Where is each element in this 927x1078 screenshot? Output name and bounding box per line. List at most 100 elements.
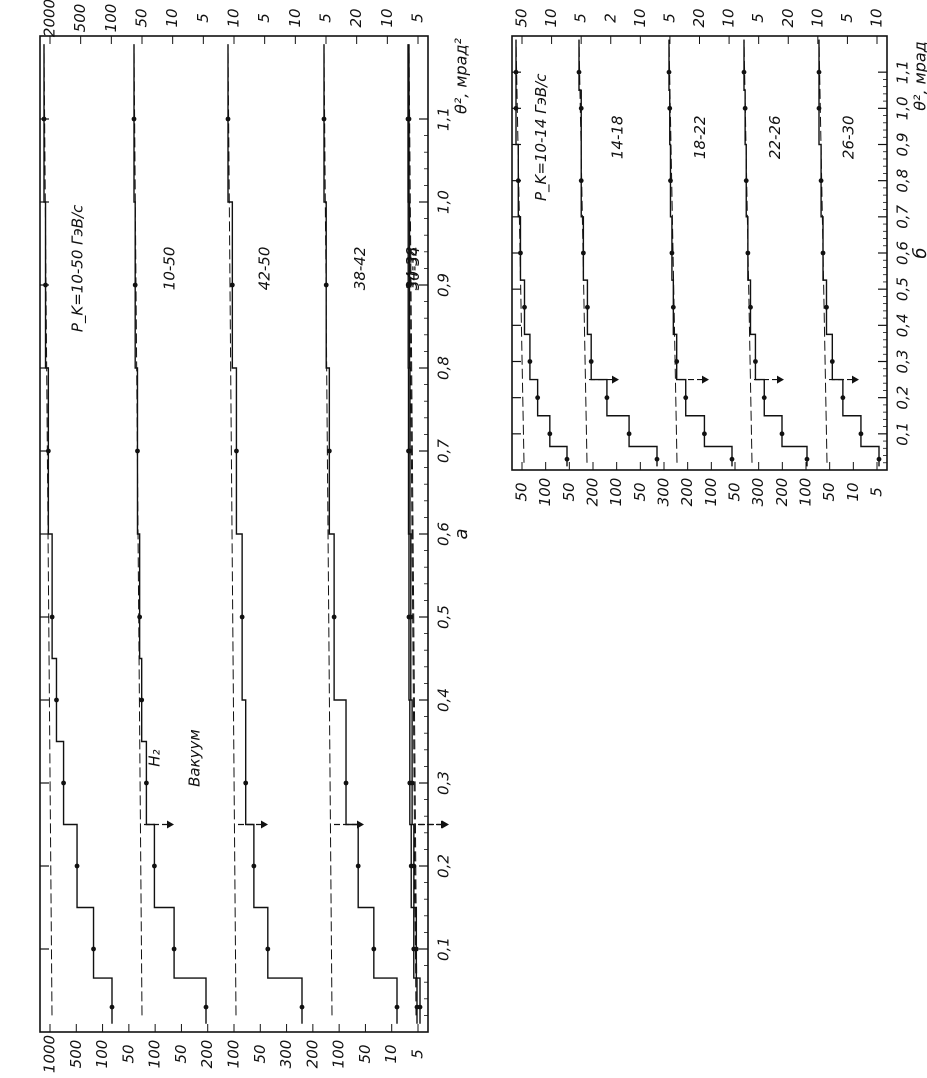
x-tick-label: 1,1 <box>894 60 912 84</box>
y-tick-label: 50 <box>820 482 838 501</box>
y-tick-label: 100 <box>797 478 815 507</box>
data-point <box>132 282 138 288</box>
y-tick-label: 10 <box>163 8 181 27</box>
series-0: P_K=10-50 ГэВ/с <box>41 44 115 1024</box>
data-point <box>137 614 143 620</box>
data-point <box>394 1004 400 1010</box>
data-point <box>527 359 533 364</box>
x-tick-label: 0,7 <box>894 204 912 228</box>
y-tick-label: 5 <box>255 13 273 23</box>
y-tick-label: 300 <box>277 1040 295 1069</box>
y-tick-label: 50 <box>172 1044 190 1063</box>
panel-a: 0,1 0,2 0,3 0,4 0,5 0,6 0,7 0,8 0,9 1,0 1,1θ², мра… <box>39 0 472 1073</box>
y-tick-label: 500 <box>71 4 89 33</box>
data-point <box>840 395 846 401</box>
background-fit-line <box>743 39 753 463</box>
panel-label: а <box>451 528 472 539</box>
data-point <box>513 69 519 75</box>
y-tick-label: 50 <box>726 482 744 501</box>
y-tick-label: 50 <box>560 482 578 501</box>
label-vacuum: Вакуум <box>186 729 204 787</box>
y-tick-label: 100 <box>102 4 120 33</box>
series-label: 30-34 <box>405 247 423 291</box>
y-tick-label: 10 <box>225 8 243 27</box>
arrow-head <box>261 820 268 829</box>
series-2: 42-50 <box>225 44 305 1024</box>
y-tick-label: 5 <box>194 13 212 23</box>
data-point <box>518 250 523 256</box>
data-point <box>666 69 672 75</box>
y-tick-label: 10 <box>286 8 304 27</box>
series-1: 10-50 <box>131 44 209 1024</box>
y-tick-label: 20 <box>347 8 365 27</box>
y-tick-label: 100 <box>225 1040 243 1069</box>
arrow-head <box>167 820 174 829</box>
data-point <box>109 1004 115 1010</box>
data-point <box>626 431 632 437</box>
series-5: 30-34 <box>405 44 449 1024</box>
y-tick-label: 10 <box>720 8 738 27</box>
data-point <box>702 431 707 437</box>
data-point <box>669 250 675 256</box>
histogram-step <box>133 44 207 1024</box>
x-tick-label: 1,0 <box>894 96 912 120</box>
data-point <box>588 359 594 364</box>
data-point <box>355 863 361 869</box>
background-fit-line <box>818 39 828 463</box>
y-tick-label: 50 <box>513 8 531 27</box>
data-point <box>243 780 249 786</box>
y-tick-label: 200 <box>198 1040 216 1069</box>
data-point <box>407 448 413 454</box>
y-tick-label: 100 <box>702 478 720 507</box>
plot-frame <box>511 35 888 471</box>
y-tick-label: 100 <box>146 1040 164 1069</box>
x-tick-label: 0,2 <box>435 854 453 878</box>
background-fit-line <box>407 44 417 1016</box>
y-tick-label: 100 <box>536 478 554 507</box>
y-tick-label: 200 <box>773 478 791 507</box>
y-tick-label: 5 <box>317 13 335 23</box>
series-1: 14-18 <box>576 39 660 467</box>
x-axis-ticks: 0,1 0,2 0,3 0,4 0,5 0,6 0,7 0,8 0,9 1,0 1,1 <box>40 107 453 1016</box>
data-point <box>818 178 824 184</box>
data-point <box>408 614 414 620</box>
data-point <box>74 863 80 869</box>
y-tick-label: 50 <box>251 1044 269 1063</box>
data-point <box>578 105 584 111</box>
histogram-step <box>515 39 568 467</box>
series-3: 22-26 <box>741 39 810 467</box>
data-point <box>411 863 417 869</box>
data-point <box>406 116 412 122</box>
arrow-head <box>442 820 449 829</box>
data-point <box>761 395 767 401</box>
arrow-head <box>777 375 784 384</box>
data-point <box>729 456 735 462</box>
data-point <box>299 1004 305 1010</box>
data-point <box>858 431 864 437</box>
y-tick-label: 10 <box>808 8 826 27</box>
data-point <box>564 456 570 462</box>
data-point <box>371 946 377 952</box>
x-tick-label: 0,3 <box>894 350 912 374</box>
data-point <box>143 780 149 786</box>
top-tick-labels: 2000 500 100 50 10 5 10 5 10 5 20 10 5 <box>41 0 427 44</box>
data-point <box>45 448 51 454</box>
y-tick-label: 5 <box>838 13 856 23</box>
data-point <box>535 395 541 401</box>
x-tick-label: 0,8 <box>894 169 912 193</box>
data-point <box>171 946 177 952</box>
y-tick-label: 10 <box>378 8 396 27</box>
x-tick-label: 0,8 <box>435 356 453 380</box>
y-tick-label: 5 <box>660 13 678 23</box>
background-fit-line <box>323 44 333 1016</box>
y-tick-label: 5 <box>409 13 427 23</box>
y-tick-label: 2 <box>601 13 619 23</box>
y-tick-label: 5 <box>868 487 886 497</box>
y-tick-label: 5 <box>572 13 590 23</box>
left-tick-labels: 1000 500 100 50 100 50 200 100 50 300 200 100 50 10 5 <box>41 1024 427 1073</box>
series-label: P_K=10-14 ГэВ/с <box>532 73 551 201</box>
data-point <box>816 69 822 75</box>
data-point <box>745 250 751 256</box>
background-fit-line <box>43 44 53 1016</box>
